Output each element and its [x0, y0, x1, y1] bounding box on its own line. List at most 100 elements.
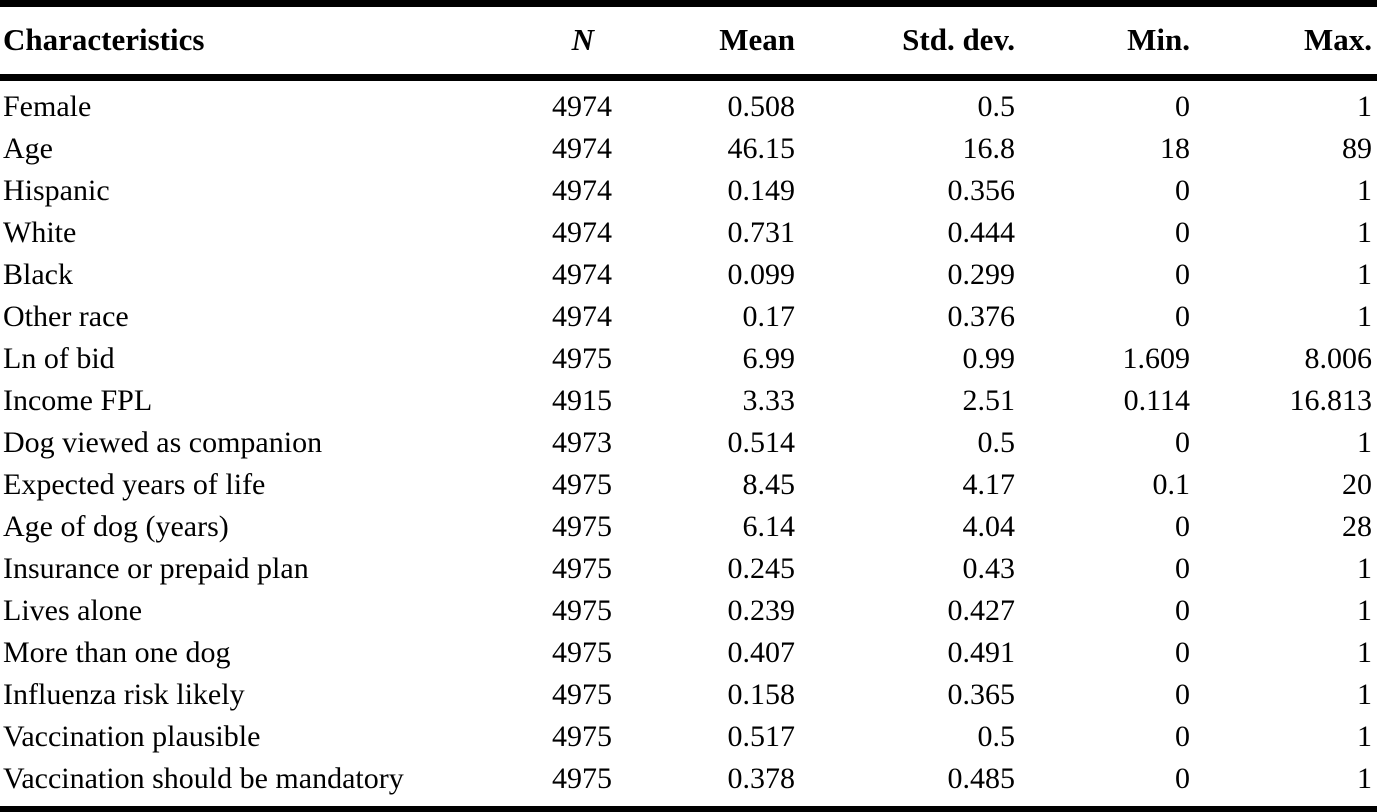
cell-std_dev: 0.427 [947, 594, 1016, 627]
cell-n: 4974 [552, 174, 612, 207]
column-header-min: Min. [1015, 3, 1190, 81]
cell-std_dev: 4.04 [962, 510, 1016, 543]
cell-min: 0 [1175, 552, 1190, 585]
table-row: Expected years of life 4975 8.45 4.17 0.1 20 [0, 464, 1377, 506]
cell-std_dev: 0.43 [962, 552, 1016, 585]
cell-n: 4975 [552, 594, 612, 627]
cell-characteristic: Expected years of life [3, 468, 266, 501]
cell-n: 4975 [552, 762, 612, 795]
table-row: Insurance or prepaid plan 4975 0.245 0.43 0 1 [0, 548, 1377, 590]
cell-mean: 0.245 [727, 552, 796, 585]
table-row: More than one dog 4975 0.407 0.491 0 1 [0, 632, 1377, 674]
cell-mean: 0.158 [727, 678, 796, 711]
cell-characteristic: Age [3, 132, 53, 165]
cell-max: 1 [1357, 174, 1372, 207]
cell-max: 1 [1357, 594, 1372, 627]
cell-characteristic: Female [3, 90, 92, 123]
cell-max: 16.813 [1289, 384, 1373, 417]
cell-std_dev: 0.365 [947, 678, 1016, 711]
table-row: Dog viewed as companion 4973 0.514 0.5 0 1 [0, 422, 1377, 464]
cell-std_dev: 0.99 [962, 342, 1016, 375]
cell-mean: 6.14 [742, 510, 796, 543]
cell-std_dev: 0.299 [947, 258, 1016, 291]
table-body: Female 4974 0.508 0.5 0 1 Age 4974 46.15 16.8 18 89… [0, 78, 1377, 810]
cell-n: 4975 [552, 342, 612, 375]
cell-characteristic: Black [3, 258, 73, 291]
table-row: Influenza risk likely 4975 0.158 0.365 0 1 [0, 674, 1377, 716]
cell-std_dev: 0.491 [947, 636, 1016, 669]
cell-max: 1 [1357, 762, 1372, 795]
cell-characteristic: Vaccination plausible [3, 720, 261, 753]
cell-max: 1 [1357, 426, 1372, 459]
cell-std_dev: 0.444 [947, 216, 1016, 249]
table-row: Age of dog (years) 4975 6.14 4.04 0 28 [0, 506, 1377, 548]
cell-min: 0 [1175, 678, 1190, 711]
table-header: Characteristics N Mean Std. dev. Min. Ma… [0, 3, 1377, 81]
cell-mean: 0.517 [727, 720, 796, 753]
cell-std_dev: 16.8 [962, 132, 1016, 165]
cell-characteristic: Vaccination should be mandatory [3, 762, 404, 795]
cell-characteristic: Ln of bid [3, 342, 115, 375]
cell-max: 1 [1357, 90, 1372, 123]
column-header-mean: Mean [612, 3, 795, 81]
cell-mean: 0.239 [727, 594, 796, 627]
cell-characteristic: Lives alone [3, 594, 143, 627]
table-row: Ln of bid 4975 6.99 0.99 1.609 8.006 [0, 338, 1377, 380]
cell-n: 4974 [552, 258, 612, 291]
cell-mean: 0.407 [727, 636, 796, 669]
column-header-n: N [420, 3, 612, 81]
table-row: Black 4974 0.099 0.299 0 1 [0, 254, 1377, 296]
cell-characteristic: Hispanic [3, 174, 110, 207]
cell-mean: 0.099 [727, 258, 796, 291]
cell-n: 4974 [552, 90, 612, 123]
cell-std_dev: 0.356 [947, 174, 1016, 207]
cell-mean: 0.514 [727, 426, 796, 459]
cell-n: 4974 [552, 300, 612, 333]
table-row: Lives alone 4975 0.239 0.427 0 1 [0, 590, 1377, 632]
cell-characteristic: White [3, 216, 77, 249]
cell-characteristic: Dog viewed as companion [3, 426, 323, 459]
column-header-std-dev: Std. dev. [795, 3, 1015, 81]
table-row: White 4974 0.731 0.444 0 1 [0, 212, 1377, 254]
cell-min: 0 [1175, 426, 1190, 459]
cell-max: 1 [1357, 258, 1372, 291]
cell-min: 0 [1175, 300, 1190, 333]
cell-min: 0 [1175, 720, 1190, 753]
cell-min: 0 [1175, 216, 1190, 249]
cell-min: 18 [1160, 132, 1190, 165]
cell-std_dev: 0.485 [947, 762, 1016, 795]
cell-max: 20 [1342, 468, 1372, 501]
cell-characteristic: Influenza risk likely [3, 678, 245, 711]
table-row: Vaccination plausible 4975 0.517 0.5 0 1 [0, 716, 1377, 758]
cell-max: 8.006 [1304, 342, 1373, 375]
cell-std_dev: 0.5 [977, 90, 1016, 123]
cell-mean: 46.15 [727, 132, 796, 165]
cell-characteristic: Age of dog (years) [3, 510, 229, 543]
cell-min: 0 [1175, 258, 1190, 291]
cell-max: 1 [1357, 300, 1372, 333]
cell-min: 1.609 [1122, 342, 1191, 375]
cell-characteristic: More than one dog [3, 636, 231, 669]
cell-mean: 0.731 [727, 216, 796, 249]
cell-min: 0 [1175, 594, 1190, 627]
cell-max: 28 [1342, 510, 1372, 543]
cell-min: 0.114 [1123, 384, 1190, 417]
column-header-characteristics: Characteristics [0, 3, 420, 81]
column-header-max: Max. [1190, 3, 1377, 81]
cell-std_dev: 0.5 [977, 426, 1016, 459]
table-row: Age 4974 46.15 16.8 18 89 [0, 128, 1377, 170]
cell-mean: 0.378 [727, 762, 796, 795]
cell-max: 89 [1342, 132, 1372, 165]
cell-max: 1 [1357, 216, 1372, 249]
cell-max: 1 [1357, 678, 1372, 711]
cell-mean: 8.45 [742, 468, 796, 501]
cell-max: 1 [1357, 720, 1372, 753]
table-row: Other race 4974 0.17 0.376 0 1 [0, 296, 1377, 338]
cell-n: 4975 [552, 678, 612, 711]
cell-mean: 3.33 [742, 384, 796, 417]
table-row: Vaccination should be mandatory 4975 0.378… [0, 758, 1377, 809]
cell-std_dev: 2.51 [962, 384, 1016, 417]
cell-min: 0 [1175, 762, 1190, 795]
cell-n: 4973 [552, 426, 612, 459]
